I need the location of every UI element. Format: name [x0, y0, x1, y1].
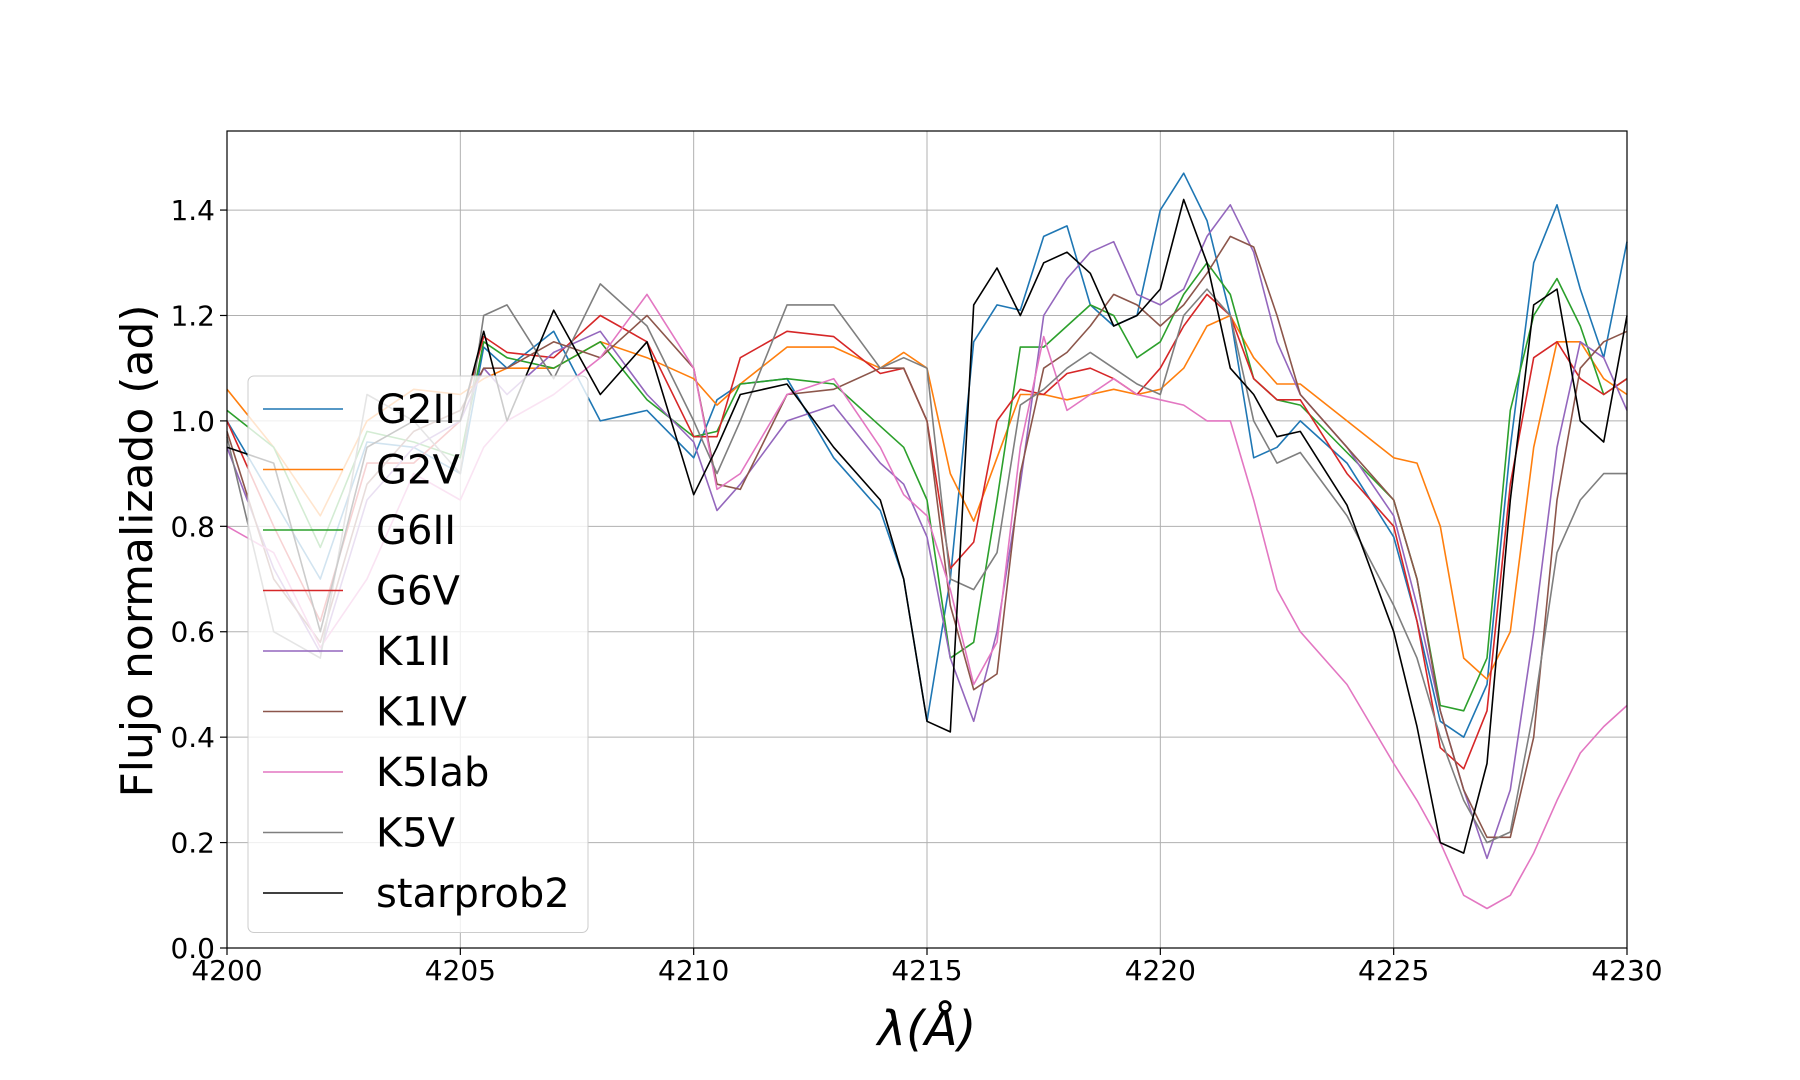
legend-label: starprob2: [376, 871, 570, 917]
y-tick-label: 1.0: [170, 405, 215, 438]
x-tick-label: 4225: [1358, 954, 1429, 987]
series-line: [226, 293, 1628, 770]
legend: G2II G2V G6II G6V K1II K1IV K5Iab K5V starprob2: [247, 375, 589, 933]
x-tick-label: 4220: [1125, 954, 1196, 987]
y-tick-label: 1.2: [170, 299, 215, 332]
y-tick-label: 0.6: [170, 616, 215, 649]
x-tick-label: 4200: [191, 954, 262, 987]
x-tick-label: 4210: [658, 954, 729, 987]
x-axis-ticks: 4200 4205 4210 4215 4220 4225 4230: [191, 948, 1663, 987]
legend-label: K5V: [376, 811, 456, 857]
y-tick-label: 0.2: [170, 827, 215, 860]
series-line: [226, 261, 1628, 712]
legend-label: G2II: [376, 387, 456, 433]
legend-label: K1IV: [376, 690, 467, 736]
series-line: [226, 235, 1628, 839]
legend-box: [247, 375, 589, 933]
legend-label: G6II: [376, 508, 456, 554]
y-tick-label: 0.8: [170, 510, 215, 543]
x-tick-label: 4230: [1591, 954, 1662, 987]
legend-label: G2V: [376, 448, 460, 494]
series-line: [226, 198, 1628, 854]
y-tick-label: 1.4: [170, 194, 215, 227]
x-axis-title: λ(Å): [875, 1000, 977, 1057]
x-tick-label: 4215: [891, 954, 962, 987]
series-line: [226, 172, 1628, 739]
y-axis-title: Flujo normalizado (ad): [112, 304, 163, 797]
legend-label: G6V: [376, 569, 460, 615]
y-axis-ticks: 0.0 0.2 0.4 0.6 0.8 1.0 1.2 1.4: [170, 194, 227, 965]
legend-label: K5Iab: [376, 750, 489, 796]
series-line: [226, 283, 1627, 844]
x-tick-label: 4205: [425, 954, 496, 987]
y-tick-label: 0.0: [170, 932, 215, 965]
y-tick-label: 0.4: [170, 721, 215, 754]
legend-label: K1II: [376, 629, 451, 675]
